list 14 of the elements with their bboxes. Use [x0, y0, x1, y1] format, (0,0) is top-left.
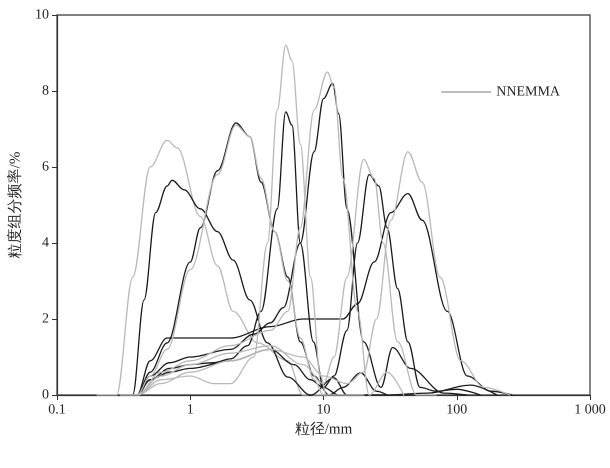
y-tick-label: 0: [42, 388, 49, 402]
y-tick-label: 8: [42, 84, 49, 98]
x-axis-title: 粒径/mm: [294, 421, 353, 438]
y-tick-label: 10: [35, 8, 49, 22]
y-tick-label: 4: [42, 236, 49, 250]
x-tick-label: 0.1: [48, 402, 66, 418]
x-tick-label: 10: [316, 402, 330, 418]
legend-label: NNEMMA: [496, 84, 561, 100]
y-tick-label: 6: [42, 160, 49, 174]
x-tick-label: 1: [186, 402, 194, 418]
y-tick-label: 2: [42, 312, 49, 326]
x-tick-label: 1 000: [574, 402, 606, 418]
y-axis-title: 粒度组分频率/%: [6, 152, 24, 258]
x-tick-label: 100: [446, 402, 468, 418]
